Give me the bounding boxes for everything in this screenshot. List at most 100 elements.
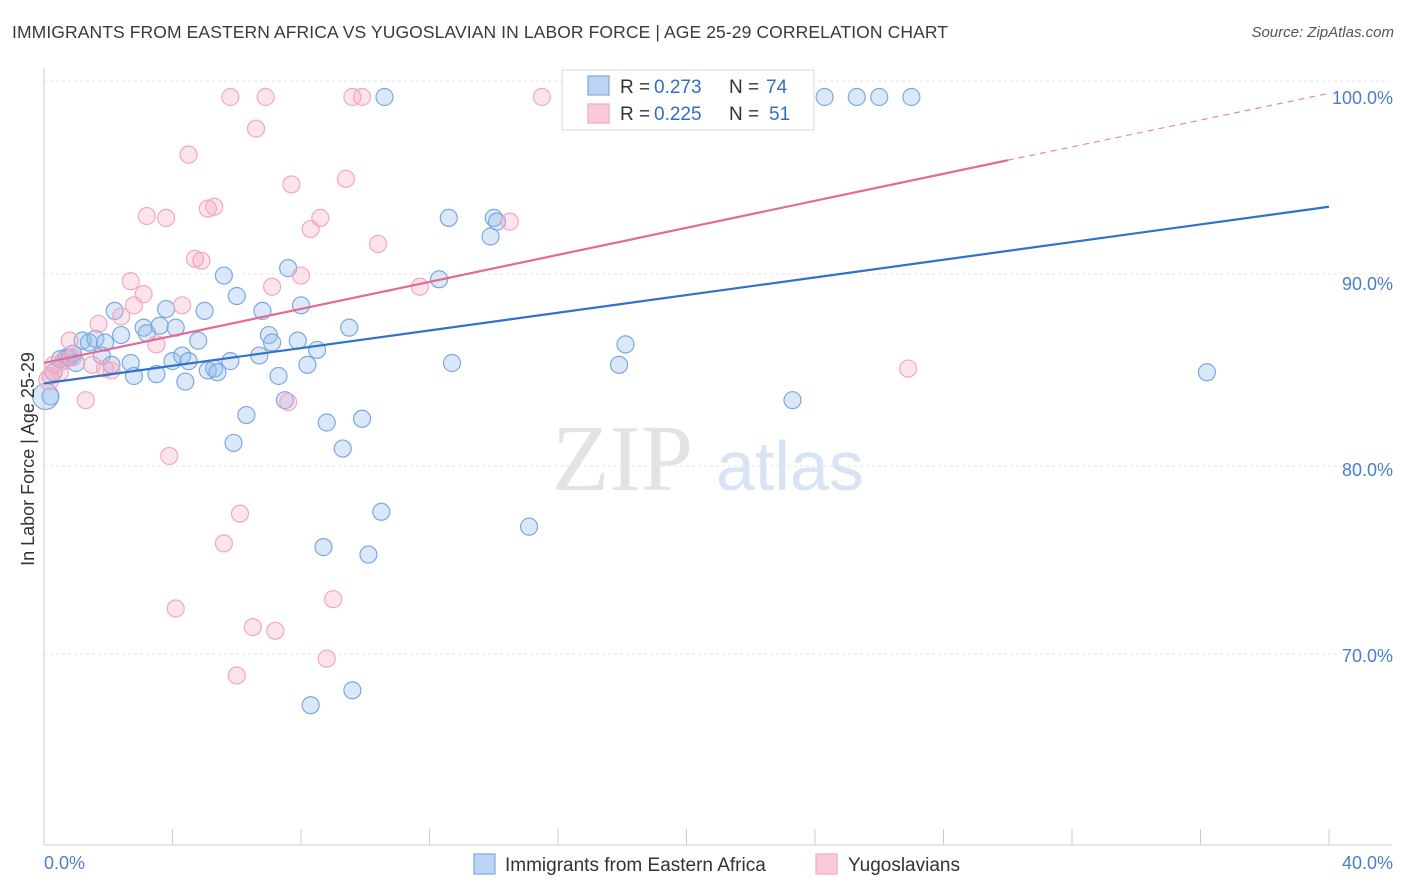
data-point: [500, 212, 519, 231]
data-point: [442, 353, 462, 373]
data-point: [121, 272, 140, 291]
legend-r-label-2: R =: [620, 104, 650, 125]
y-axis-label: In Labor Force | Age 25-29: [18, 352, 38, 566]
legend-bottom-swatch-blue: [473, 853, 496, 875]
data-point: [266, 621, 285, 640]
chart-source: Source: ZipAtlas.com: [1251, 24, 1394, 41]
data-point: [311, 208, 330, 227]
data-point: [192, 251, 211, 270]
data-point: [1197, 363, 1217, 382]
data-point: [243, 617, 262, 637]
data-point: [262, 333, 282, 352]
data-point: [102, 361, 121, 380]
data-point: [166, 599, 185, 618]
legend-swatch-blue: [587, 75, 610, 96]
data-point: [899, 359, 918, 378]
legend-r-value-1: 0.273: [654, 77, 702, 98]
data-point: [609, 355, 629, 374]
legend-top: R = 0.273 N = 74 R = 0.225 N = 51: [561, 69, 815, 131]
y-tick-label: 90.0%: [1342, 274, 1393, 294]
data-point: [352, 87, 372, 107]
legend-swatch-pink: [587, 103, 610, 124]
legend-bottom-swatch-pink: [815, 853, 838, 875]
data-point: [439, 208, 458, 227]
data-point: [256, 87, 275, 107]
data-point: [156, 299, 176, 319]
points-layer: [32, 87, 1217, 715]
data-point: [95, 359, 115, 378]
data-point: [86, 329, 105, 348]
watermark-atlas: atlas: [716, 427, 864, 505]
legend-r-value-2: 0.225: [654, 104, 702, 125]
series-eastern-africa-points: [41, 87, 1217, 715]
legend-n-value-2: 51: [769, 104, 790, 125]
x-tick-labels: 0.0% 40.0%: [44, 853, 1393, 873]
watermark: ZIP atlas: [552, 407, 864, 511]
data-point: [230, 504, 250, 523]
data-point: [291, 266, 311, 285]
data-point: [156, 208, 176, 227]
y-tick-label: 80.0%: [1342, 460, 1393, 480]
data-point: [227, 286, 246, 306]
data-point: [214, 534, 233, 553]
data-point: [179, 145, 198, 164]
legend-bottom-label-blue: Immigrants from Eastern Africa: [505, 855, 766, 876]
y-tick-label: 70.0%: [1342, 646, 1393, 666]
data-point: [616, 335, 635, 354]
data-point: [205, 197, 224, 216]
data-point: [333, 439, 352, 458]
data-point: [870, 87, 889, 107]
data-point: [173, 296, 192, 315]
data-point: [185, 249, 205, 268]
data-point: [214, 266, 233, 285]
legend-bottom-label-pink: Yugoslavians: [848, 855, 960, 876]
data-point: [902, 87, 921, 107]
trend-line-yugoslavians-extension: [1007, 92, 1330, 161]
data-point: [246, 119, 266, 138]
data-point: [369, 234, 388, 254]
data-point: [60, 331, 79, 350]
data-point: [359, 545, 378, 564]
data-point: [301, 696, 320, 715]
data-point: [134, 318, 153, 337]
data-point: [487, 212, 507, 231]
data-point: [352, 409, 372, 428]
trend-layer: [43, 92, 1330, 385]
data-point: [519, 517, 539, 536]
x-tick-label: 40.0%: [1342, 853, 1393, 873]
data-point: [410, 277, 429, 296]
data-point: [76, 391, 95, 410]
data-point: [221, 87, 240, 107]
series-yugoslavians-points: [41, 87, 918, 685]
data-point: [532, 87, 552, 107]
data-point: [375, 87, 394, 107]
data-point: [150, 316, 169, 335]
data-point: [237, 405, 256, 425]
y-tick-labels: 70.0% 80.0% 90.0% 100.0%: [1332, 88, 1393, 666]
data-point: [160, 446, 179, 466]
legend-r-label-1: R =: [620, 77, 650, 98]
data-point: [340, 318, 359, 337]
legend-n-value-1: 74: [766, 77, 788, 98]
data-point: [111, 325, 131, 345]
data-point: [137, 206, 156, 226]
data-point: [227, 666, 246, 685]
data-point: [298, 355, 317, 374]
data-point: [134, 285, 153, 304]
data-point: [111, 307, 131, 326]
data-point: [343, 681, 362, 700]
data-point: [147, 365, 166, 384]
data-point: [847, 87, 866, 107]
data-point: [314, 538, 333, 557]
data-point: [336, 169, 356, 188]
trend-line-eastern-africa: [43, 205, 1330, 385]
data-point: [89, 314, 108, 334]
legend-n-label-2: N =: [729, 104, 759, 125]
data-point: [343, 87, 362, 107]
data-point: [262, 277, 282, 296]
data-point-large: [38, 369, 60, 391]
legend-n-label-1: N =: [729, 77, 759, 98]
chart-title: IMMIGRANTS FROM EASTERN AFRICA VS YUGOSL…: [12, 22, 949, 42]
data-point: [221, 352, 240, 371]
